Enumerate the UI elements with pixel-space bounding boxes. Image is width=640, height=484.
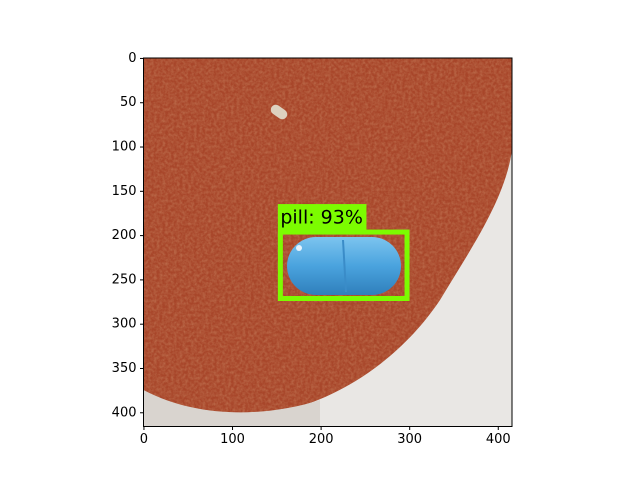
y-tick-label: 250 <box>112 272 137 287</box>
detection-label: pill: 93% <box>280 207 363 229</box>
photo <box>143 58 512 427</box>
x-tick-label: 0 <box>140 432 148 447</box>
x-tick-label: 200 <box>309 432 334 447</box>
label-background <box>277 204 367 231</box>
x-tick-label: 400 <box>486 432 511 447</box>
y-tick-label: 350 <box>112 361 137 376</box>
x-tick-label: 100 <box>220 432 245 447</box>
axes-frame <box>143 57 513 427</box>
y-tick-label: 200 <box>112 228 137 243</box>
y-tick-label: 0 <box>128 51 136 66</box>
y-tick-label: 50 <box>120 95 137 110</box>
detection-box <box>277 229 410 301</box>
x-tick-label: 300 <box>397 432 422 447</box>
y-tick-label: 100 <box>112 140 137 155</box>
y-tick-label: 400 <box>112 405 137 420</box>
y-tick-label: 300 <box>112 317 137 332</box>
y-tick-label: 150 <box>112 184 137 199</box>
